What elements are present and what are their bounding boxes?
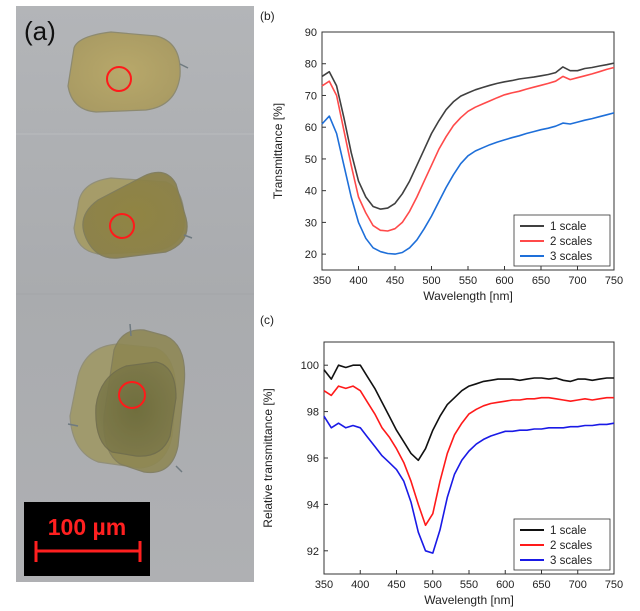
- chart0-legend-label: 2 scales: [550, 236, 592, 248]
- chart1-ytick-label: 98: [307, 407, 319, 419]
- chart1-legend-label: 2 scales: [550, 540, 592, 552]
- chart0-ytick-label: 30: [305, 217, 317, 229]
- chart0-x-axis-label: Wavelength [nm]: [423, 289, 513, 303]
- chart1-xtick-label: 500: [424, 579, 442, 591]
- scale-bar-label: 100 µm: [48, 514, 126, 540]
- chart0-panel-label: (b): [260, 9, 275, 23]
- chart1-xtick-label: 750: [605, 579, 623, 591]
- chart0-xtick-label: 750: [605, 275, 623, 287]
- chart1-panel-label: (c): [260, 313, 274, 327]
- measurement-circle-2: [109, 213, 135, 239]
- chart0-xtick-label: 700: [568, 275, 586, 287]
- chart0-xtick-label: 500: [422, 275, 440, 287]
- three-scales: [67, 323, 186, 474]
- chart0-ytick-label: 90: [305, 27, 317, 39]
- chart1-ytick-label: 94: [307, 499, 319, 511]
- chart1-series-line-2: [323, 385, 614, 527]
- chart1-ytick-label: 96: [307, 453, 319, 465]
- chart1-xtick-label: 550: [460, 579, 478, 591]
- chart0-xtick-label: 400: [349, 275, 367, 287]
- chart0-ytick-label: 70: [305, 90, 317, 102]
- measurement-circle-1: [106, 66, 132, 92]
- chart1-xtick-label: 700: [569, 579, 587, 591]
- chart1-legend-label: 1 scale: [550, 525, 586, 537]
- chart1-legend-label: 3 scales: [550, 555, 592, 567]
- chart0-ytick-label: 20: [305, 249, 317, 261]
- chart1-x-axis-label: Wavelength [nm]: [424, 593, 514, 607]
- chart1-xtick-label: 650: [532, 579, 550, 591]
- chart0-ytick-label: 60: [305, 122, 317, 134]
- chart0-series-line-3: [321, 112, 615, 255]
- relative-transmittance-chart: (c) 350 400 450 500 550 600 650 700 750 92 94 96 98 10…: [260, 313, 623, 607]
- single-scale: [67, 31, 189, 113]
- scale-bar: 100 µm: [24, 502, 150, 576]
- chart1-series-line-1: [323, 364, 614, 462]
- chart0-ytick-label: 40: [305, 186, 317, 198]
- chart0-legend-label: 3 scales: [550, 251, 592, 263]
- chart0-xtick-label: 550: [459, 275, 477, 287]
- chart1-xtick-label: 400: [351, 579, 369, 591]
- chart1-xtick-label: 350: [315, 579, 333, 591]
- chart1-y-axis-label: Relative transmittance [%]: [261, 388, 275, 527]
- chart1-xtick-label: 450: [387, 579, 405, 591]
- panel-a-label: (a): [24, 16, 56, 46]
- chart0-ytick-label: 50: [305, 154, 317, 166]
- chart1-xtick-label: 600: [496, 579, 514, 591]
- chart0-xtick-label: 450: [386, 275, 404, 287]
- chart1-ytick-label: 100: [301, 360, 319, 372]
- micrograph-panel: (a) 100 µm: [16, 6, 254, 582]
- chart0-ytick-label: 80: [305, 59, 317, 71]
- chart0-xtick-label: 650: [532, 275, 550, 287]
- chart0-series-line-2: [321, 66, 615, 232]
- chart0-xtick-label: 600: [495, 275, 513, 287]
- chart1-ytick-label: 92: [307, 546, 319, 558]
- chart1-series-line-3: [323, 415, 615, 554]
- chart0-xtick-label: 350: [313, 275, 331, 287]
- transmittance-chart: (b) 350 400 450 500 550 600 650 700 750 20 30 40 50 60…: [260, 9, 623, 303]
- two-scales: [73, 171, 193, 259]
- measurement-circle-3: [118, 381, 146, 409]
- chart0-legend-label: 1 scale: [550, 221, 586, 233]
- chart0-series-line-1: [321, 62, 615, 210]
- chart0-y-axis-label: Transmittance [%]: [271, 103, 285, 199]
